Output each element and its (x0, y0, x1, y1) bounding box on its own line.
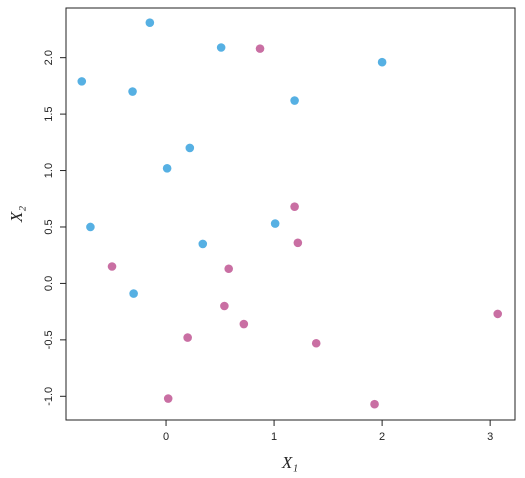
x-axis-title: X₁ (281, 453, 298, 472)
point (163, 394, 173, 403)
x-tick-label: 1 (271, 431, 277, 443)
point (270, 219, 280, 228)
point (239, 319, 249, 329)
y-tick-label: 1.5 (43, 106, 55, 121)
point (290, 202, 299, 211)
point (290, 96, 299, 105)
y-tick-label: -1.0 (43, 387, 55, 406)
point (255, 44, 265, 53)
point (216, 43, 226, 52)
x-tick-label: 0 (163, 431, 169, 443)
point (183, 333, 192, 342)
point (311, 338, 321, 348)
point (377, 57, 387, 67)
point (107, 262, 117, 271)
x-tick-label: 2 (379, 431, 385, 443)
point (86, 222, 95, 232)
plot-frame (65, 7, 516, 421)
y-tick-label: 1.0 (43, 163, 55, 178)
point (493, 309, 503, 319)
point (370, 399, 379, 409)
point (185, 143, 195, 153)
y-tick-label: 0.0 (43, 276, 55, 291)
point (198, 239, 208, 249)
point (224, 264, 234, 274)
y-tick-label: 2.0 (43, 50, 55, 65)
point (293, 238, 303, 248)
point (220, 301, 229, 311)
point (162, 163, 172, 173)
x-tick-label: 3 (487, 431, 493, 443)
point (128, 87, 137, 96)
point (129, 289, 138, 298)
y-axis-title: X₂ (7, 206, 26, 223)
point (145, 18, 155, 27)
y-tick-label: 0.5 (43, 219, 55, 234)
point (77, 77, 87, 86)
y-tick-label: -0.5 (43, 330, 55, 349)
